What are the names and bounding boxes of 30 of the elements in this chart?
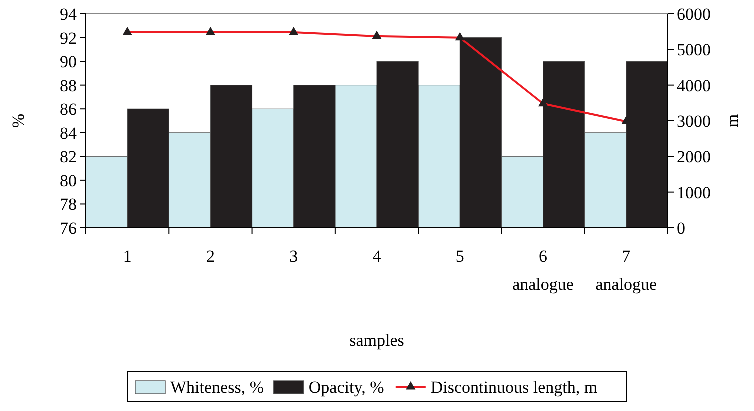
y-tick-label: 80 bbox=[60, 171, 77, 190]
y-tick-label: 92 bbox=[60, 28, 77, 48]
y2-tick-label: 0 bbox=[677, 219, 686, 238]
y-tick-label: 78 bbox=[60, 195, 77, 214]
y-tick-label: 82 bbox=[60, 148, 77, 167]
x-tick-label: 5 bbox=[456, 247, 464, 266]
y-axis-title: % bbox=[9, 114, 28, 128]
y-tick-label: 94 bbox=[60, 5, 78, 24]
y2-tick-label: 1000 bbox=[677, 183, 711, 202]
legend-label: Whiteness, % bbox=[170, 378, 264, 397]
y2-tick-label: 6000 bbox=[677, 5, 711, 24]
y2-tick-label: 2000 bbox=[677, 148, 711, 167]
x-tick-label: 4 bbox=[372, 247, 382, 266]
x-axis-title: samples bbox=[350, 331, 404, 350]
x-tick-label: 2 bbox=[206, 247, 215, 266]
y-tick-label: 86 bbox=[60, 100, 77, 120]
y-tick-label: 84 bbox=[60, 124, 78, 143]
y-tick-label: 76 bbox=[60, 219, 77, 238]
y2-axis-title: m bbox=[723, 114, 742, 128]
x-tick-label: 1 bbox=[123, 247, 132, 266]
y2-tick-label: 4000 bbox=[677, 76, 711, 96]
x-tick-label: 7 analogue bbox=[596, 247, 658, 294]
y2-tick-label: 5000 bbox=[677, 40, 711, 60]
x-tick-label: 3 bbox=[290, 247, 298, 266]
y-tick-label: 90 bbox=[60, 52, 77, 72]
legend-label: Opacity, % bbox=[308, 378, 384, 397]
legend-label: Discontinuous length, m bbox=[430, 378, 598, 397]
y-tick-label: 88 bbox=[60, 76, 77, 96]
y2-tick-label: 3000 bbox=[677, 112, 711, 131]
x-tick-label: 6 analogue bbox=[512, 247, 574, 294]
